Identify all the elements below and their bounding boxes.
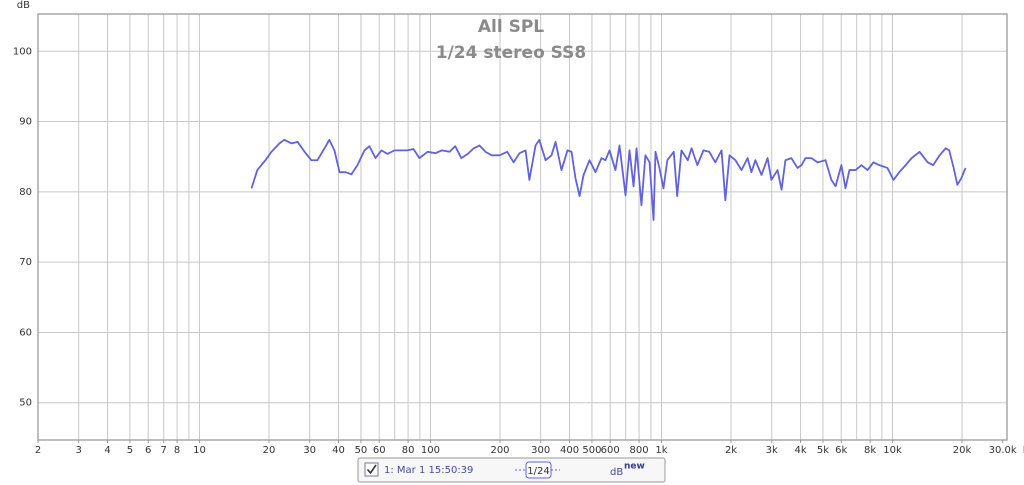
x-tick-label: 6k bbox=[835, 445, 847, 456]
chart-subtitle: 1/24 stereo SS8 bbox=[436, 43, 586, 63]
scale-label[interactable]: dB bbox=[610, 467, 623, 478]
x-tick-label: 3k bbox=[766, 445, 778, 456]
x-tick-label: 5k bbox=[817, 445, 829, 456]
x-tick-label: 4k bbox=[794, 445, 806, 456]
legend-checkbox[interactable] bbox=[364, 462, 379, 477]
x-tick-label: 2 bbox=[35, 445, 41, 456]
x-tick-label: 4 bbox=[104, 445, 110, 456]
x-tick-label: 400 bbox=[560, 445, 579, 456]
series-line bbox=[250, 138, 967, 221]
x-tick-label: 5 bbox=[127, 445, 133, 456]
x-tick-label: 600 bbox=[601, 445, 620, 456]
checkmark bbox=[366, 464, 377, 475]
x-tick-label: 60 bbox=[373, 445, 386, 456]
x-tick-label: 500 bbox=[582, 445, 601, 456]
x-tick-label: 3 bbox=[75, 445, 81, 456]
legend-box bbox=[357, 457, 666, 483]
grid bbox=[37, 14, 1008, 440]
plot-frame bbox=[37, 13, 1008, 441]
x-tick-label: 1k bbox=[655, 445, 667, 456]
x-tick-label: 40 bbox=[332, 445, 345, 456]
x-tick-label: 10k bbox=[883, 445, 902, 456]
y-tick-label: 70 bbox=[19, 257, 32, 268]
x-tick-label: 80 bbox=[402, 445, 415, 456]
x-tick-label: 8 bbox=[174, 445, 180, 456]
y-tick-label: 100 bbox=[13, 46, 32, 57]
x-tick-label: 10 bbox=[193, 445, 206, 456]
plot bbox=[250, 138, 967, 221]
x-tick-label: 6 bbox=[145, 445, 151, 456]
legend-series-name[interactable]: 1: Mar 1 15:50:39 bbox=[384, 465, 473, 476]
x-tick-label: 30 bbox=[303, 445, 316, 456]
x-tick-label: 20 bbox=[263, 445, 276, 456]
x-tick-label: 200 bbox=[490, 445, 509, 456]
x-tick-label: 20k bbox=[953, 445, 972, 456]
x-tick-label: 2k bbox=[725, 445, 737, 456]
y-tick-label: 60 bbox=[19, 327, 32, 338]
x-tick-label: 100 bbox=[421, 445, 440, 456]
y-axis-label: dB bbox=[17, 0, 30, 11]
x-tick-label: 8k bbox=[864, 445, 876, 456]
y-tick-label: 80 bbox=[19, 187, 32, 198]
smoothing-label: 1/24 bbox=[527, 466, 549, 477]
x-tick-label: 50 bbox=[355, 445, 368, 456]
x-tick-label: 300 bbox=[531, 445, 550, 456]
legend-bar: 1: Mar 1 15:50:39 1/24 dB new bbox=[357, 457, 666, 483]
chart-title: All SPL bbox=[478, 17, 544, 37]
y-tick-label: 90 bbox=[19, 117, 32, 128]
x-tick-label: 800 bbox=[630, 445, 649, 456]
x-axis-unit: Hz bbox=[1023, 445, 1024, 456]
x-tick-label: 7 bbox=[160, 445, 166, 456]
y-tick-label: 50 bbox=[19, 398, 32, 409]
scale-badge: new bbox=[624, 462, 645, 472]
x-tick-label: 30.0k bbox=[989, 445, 1017, 456]
